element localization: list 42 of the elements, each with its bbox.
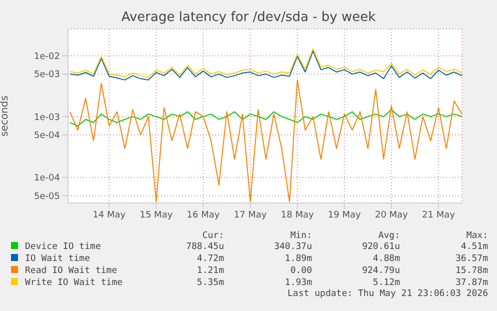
y-axis-title: seconds [0, 96, 11, 136]
text: 788.45u [185, 241, 224, 253]
line-series [69, 109, 462, 127]
chart-title: Average latency for /dev/sda - by week [120, 10, 377, 25]
y-tick-label: 5e-05 [34, 192, 60, 202]
text: 340.37u [273, 241, 312, 253]
x-tick-label: 17 May [234, 210, 268, 220]
legend-label: Device IO time [24, 241, 102, 253]
text: 924.79u [361, 265, 400, 277]
text: Max: [465, 231, 488, 241]
text: 37.87m [454, 277, 488, 289]
legend-label: Read IO Wait time [24, 265, 118, 277]
x-tick-label: 16 May [186, 210, 220, 220]
x-tick-label: 20 May [374, 210, 409, 220]
text: 5.35m [196, 277, 224, 289]
y-tick-label: 1e-02 [34, 52, 60, 62]
text: 1.21m [196, 265, 224, 277]
text: 15.78m [454, 265, 488, 277]
text: Min: [289, 231, 312, 241]
x-tick-label: 18 May [280, 210, 314, 220]
text: 0.00 [289, 265, 312, 277]
legend-label: IO Wait time [24, 253, 92, 265]
x-tick-label: 19 May [328, 210, 362, 220]
y-tick-label: 5e-04 [34, 131, 60, 142]
text: 4.88m [372, 253, 400, 265]
text: 36.57m [454, 253, 488, 265]
x-tick-label: 21 May [422, 210, 456, 220]
y-tick-label: 1e-04 [34, 174, 60, 184]
text: 4.51m [460, 241, 488, 253]
y-tick-label: 5e-03 [34, 70, 60, 80]
text: Avg: [377, 231, 400, 241]
text: Cur: [201, 231, 224, 241]
x-tick-label: 15 May [140, 210, 174, 220]
text: 5.12m [372, 277, 400, 289]
text: Last update: Thu May 21 23:06:03 2026 [286, 289, 488, 299]
text: 1.89m [284, 253, 312, 265]
text: 920.61u [361, 241, 400, 253]
text: 1.93m [284, 277, 312, 289]
x-tick-label: 14 May [92, 210, 126, 220]
y-tick-label: 1e-03 [34, 112, 60, 123]
legend-label: Write IO Wait time [24, 277, 124, 289]
text: 4.72m [196, 253, 224, 265]
